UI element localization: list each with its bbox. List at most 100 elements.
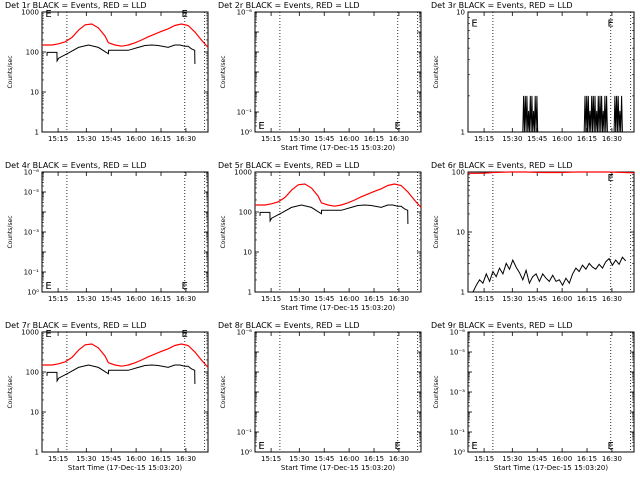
x-tick-label: 15:45 bbox=[314, 455, 334, 463]
y-tick-label: 10⁻⁶ bbox=[237, 329, 253, 337]
x-tick-label: 15:15 bbox=[474, 135, 494, 143]
plot-frame bbox=[254, 171, 422, 293]
y-tick-label: 10⁻⁶ bbox=[450, 329, 466, 337]
y-tick-label: 1000 bbox=[21, 9, 39, 17]
x-tick-label: 15:30 bbox=[289, 455, 309, 463]
x-axis-label: Start Time (17-Dec-15 15:03:20) bbox=[494, 464, 608, 472]
chart-title: Det 3r BLACK = Events, RED = LLD bbox=[431, 1, 573, 10]
x-tick-label: 15:30 bbox=[502, 135, 522, 143]
x-tick-label: 16:30 bbox=[389, 135, 409, 143]
x-tick-label: 16:30 bbox=[176, 295, 196, 303]
y-tick-label: 10⁻⁵ bbox=[450, 349, 466, 357]
series-line-events bbox=[522, 95, 623, 133]
x-tick-label: 15:45 bbox=[527, 135, 547, 143]
plot-frame bbox=[41, 11, 209, 133]
x-tick-label: 16:15 bbox=[364, 135, 384, 143]
chart-svg-det9: Det 9r BLACK = Events, RED = LLD Counts/s… bbox=[431, 321, 635, 472]
chart-panel-det8: Det 8r BLACK = Events, RED = LLD Counts/s… bbox=[213, 320, 426, 480]
x-tick-label: 15:30 bbox=[502, 295, 522, 303]
y-tick-label: 10⁻³ bbox=[450, 389, 466, 397]
x-tick-label: 16:00 bbox=[339, 135, 359, 143]
y-tick-label: 10⁰ bbox=[453, 449, 465, 457]
y-tick-label: 100 bbox=[452, 169, 465, 177]
y-tick-label: 10 bbox=[456, 9, 465, 17]
y-tick-label: 100 bbox=[26, 49, 39, 57]
event-marker: E bbox=[258, 441, 264, 452]
x-axis-label: Start Time (17-Dec-15 15:03:20) bbox=[281, 144, 395, 152]
x-tick-label: 15:15 bbox=[261, 135, 281, 143]
series-line-lld bbox=[468, 171, 635, 174]
x-tick-label: 16:00 bbox=[552, 135, 572, 143]
chart-panel-det5: Det 5r BLACK = Events, RED = LLD Counts/s… bbox=[213, 160, 426, 320]
series-line-lld bbox=[255, 183, 422, 208]
chart-panel-det4: Det 4r BLACK = Events, RED = LLD Counts/s… bbox=[0, 160, 213, 320]
x-tick-label: 15:15 bbox=[48, 295, 68, 303]
y-tick-label: 10 bbox=[243, 249, 252, 257]
event-marker: E bbox=[45, 329, 51, 340]
y-axis-label: Counts/sec bbox=[220, 375, 227, 408]
chart-svg-det8: Det 8r BLACK = Events, RED = LLD Counts/s… bbox=[218, 321, 422, 472]
y-axis-label: Counts/sec bbox=[220, 215, 227, 248]
x-tick-label: 16:15 bbox=[364, 455, 384, 463]
x-tick-label: 16:30 bbox=[389, 295, 409, 303]
x-tick-label: 15:15 bbox=[48, 455, 68, 463]
chart-title: Det 9r BLACK = Events, RED = LLD bbox=[431, 321, 573, 330]
y-tick-label: 1 bbox=[461, 129, 465, 137]
y-tick-label: 10⁻¹ bbox=[237, 109, 253, 117]
chart-title: Det 4r BLACK = Events, RED = LLD bbox=[5, 161, 147, 170]
y-tick-label: 10⁻⁶ bbox=[24, 169, 40, 177]
y-tick-label: 10⁰ bbox=[240, 129, 252, 137]
chart-title: Det 2r BLACK = Events, RED = LLD bbox=[218, 1, 360, 10]
series-line-events bbox=[259, 204, 409, 225]
chart-panel-det3: Det 3r BLACK = Events, RED = LLD Counts/s… bbox=[426, 0, 639, 160]
chart-svg-det6: Det 6r BLACK = Events, RED = LLD Counts/s… bbox=[431, 161, 635, 303]
y-tick-label: 1 bbox=[248, 289, 252, 297]
x-tick-label: 16:00 bbox=[552, 455, 572, 463]
x-axis-label: Start Time (17-Dec-15 15:03:20) bbox=[68, 464, 182, 472]
event-marker: E bbox=[607, 173, 613, 184]
x-tick-label: 15:15 bbox=[474, 455, 494, 463]
chart-svg-det5: Det 5r BLACK = Events, RED = LLD Counts/s… bbox=[218, 161, 422, 312]
event-marker: E bbox=[258, 121, 264, 132]
y-tick-label: 10⁰ bbox=[240, 449, 252, 457]
chart-svg-det1: Det 1r BLACK = Events, RED = LLD Counts/s… bbox=[5, 1, 209, 143]
y-tick-label: 10⁻¹ bbox=[237, 429, 253, 437]
chart-title: Det 7r BLACK = Events, RED = LLD bbox=[5, 321, 147, 330]
x-tick-label: 15:15 bbox=[261, 295, 281, 303]
y-tick-label: 10⁰ bbox=[27, 289, 39, 297]
y-axis-label: Counts/sec bbox=[7, 55, 14, 88]
x-tick-label: 16:15 bbox=[151, 455, 171, 463]
x-tick-label: 15:30 bbox=[289, 295, 309, 303]
y-axis-label: Counts/sec bbox=[7, 375, 14, 408]
y-tick-label: 1000 bbox=[234, 169, 252, 177]
x-tick-label: 15:15 bbox=[474, 295, 494, 303]
x-tick-label: 16:30 bbox=[602, 135, 622, 143]
event-marker: E bbox=[607, 19, 613, 30]
series-line-lld bbox=[42, 23, 209, 48]
y-tick-label: 10 bbox=[30, 409, 39, 417]
x-axis-label: Start Time (17-Dec-15 15:03:20) bbox=[281, 304, 395, 312]
event-marker: E bbox=[45, 9, 51, 20]
y-axis-label: Counts/sec bbox=[433, 375, 440, 408]
x-tick-label: 15:45 bbox=[101, 135, 121, 143]
x-tick-label: 16:15 bbox=[577, 295, 597, 303]
x-tick-label: 16:00 bbox=[552, 295, 572, 303]
x-tick-label: 15:45 bbox=[527, 455, 547, 463]
x-tick-label: 16:30 bbox=[389, 455, 409, 463]
series-line-events bbox=[472, 256, 627, 293]
chart-panel-det2: Det 2r BLACK = Events, RED = LLD Counts/s… bbox=[213, 0, 426, 160]
y-tick-label: 1 bbox=[461, 289, 465, 297]
x-tick-label: 16:15 bbox=[577, 455, 597, 463]
y-tick-label: 10⁻³ bbox=[24, 229, 40, 237]
x-tick-label: 16:15 bbox=[151, 295, 171, 303]
y-tick-label: 1000 bbox=[21, 329, 39, 337]
event-marker: E bbox=[607, 441, 613, 452]
series-line-lld bbox=[42, 343, 209, 368]
x-tick-label: 15:15 bbox=[48, 135, 68, 143]
x-tick-label: 16:30 bbox=[602, 295, 622, 303]
chart-panel-det9: Det 9r BLACK = Events, RED = LLD Counts/s… bbox=[426, 320, 639, 480]
event-marker: E bbox=[181, 281, 187, 292]
x-tick-label: 16:00 bbox=[126, 455, 146, 463]
y-axis-label: Counts/sec bbox=[433, 215, 440, 248]
x-axis-label: Start Time (17-Dec-15 15:03:20) bbox=[281, 464, 395, 472]
